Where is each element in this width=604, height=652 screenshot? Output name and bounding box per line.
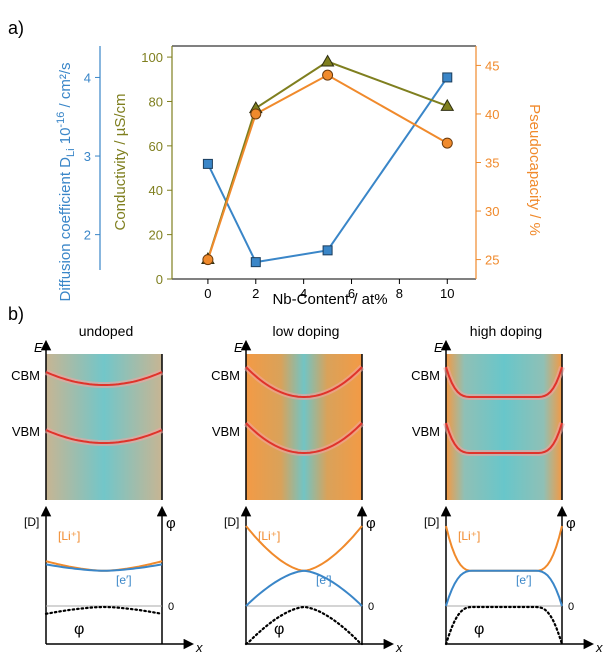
column-title: undoped — [79, 323, 134, 339]
electron-concentration-curve — [445, 569, 563, 607]
zero-label: 0 — [568, 601, 574, 613]
column-title: high doping — [470, 323, 542, 339]
potential-curve — [44, 605, 164, 615]
x-tick-label: 6 — [348, 286, 355, 301]
concentration-label: [D] — [224, 515, 239, 529]
li-concentration-curve — [45, 560, 163, 572]
conductivity-tick-label: 80 — [149, 94, 163, 109]
diffusion-axis-label: Diffusion coefficient DLi 10-16 / cm²/s — [55, 62, 77, 301]
pseudocapacity-tick-label: 35 — [485, 156, 499, 171]
x-axis-label: Nb-Content / at% — [272, 291, 387, 308]
electron-label: [e′] — [116, 573, 132, 587]
diffusion-data-point — [442, 72, 453, 83]
pseudocapacity-axis-label: Pseudocapacity / % — [526, 104, 543, 236]
conductivity-tick-label: 40 — [149, 183, 163, 198]
potential-curve-label: φ — [74, 621, 84, 638]
concentration-label: [D] — [424, 515, 439, 529]
potential-curve-label: φ — [474, 621, 484, 638]
pseudocapacity-series-line — [206, 73, 448, 260]
cbm-label: CBM — [11, 368, 40, 383]
x-tick-label: 2 — [252, 286, 259, 301]
diffusion-data-point — [322, 245, 333, 256]
panel-b-column-3: high doping E CBM VBM [D] φ 0 x [Li⁺] [e′] φ — [411, 323, 603, 652]
electron-concentration-curve — [45, 563, 163, 572]
energy-label: E — [34, 340, 43, 355]
vbm-label: VBM — [412, 424, 440, 439]
chart-markers — [201, 54, 455, 268]
panel-a-label: a) — [8, 18, 24, 38]
vbm-label: VBM — [212, 424, 240, 439]
li-label: [Li⁺] — [458, 529, 480, 543]
electron-label: [e′] — [516, 573, 532, 587]
x-tick-label: 4 — [300, 286, 307, 301]
pseudocapacity-data-point — [250, 108, 262, 120]
panel-b-label: b) — [8, 304, 24, 324]
panel-b-column-1: undoped E CBM VBM [D] φ 0 x [Li⁺] [e′] φ — [11, 323, 203, 652]
x-tick-label: 0 — [204, 286, 211, 301]
vbm-label: VBM — [12, 424, 40, 439]
diffusion-tick-label: 3 — [84, 149, 91, 164]
conductivity-tick-label: 60 — [149, 139, 163, 154]
energy-label: E — [434, 340, 443, 355]
conductivity-tick-label: 0 — [156, 272, 163, 287]
electron-label: [e′] — [316, 573, 332, 587]
pseudocapacity-tick-label: 25 — [485, 253, 499, 268]
band-background — [446, 354, 562, 500]
li-label: [Li⁺] — [58, 529, 80, 543]
conductivity-tick-label: 20 — [149, 228, 163, 243]
cbm-label: CBM — [411, 368, 440, 383]
potential-label: φ — [366, 515, 376, 532]
position-label: x — [395, 640, 403, 652]
cbm-band-curve — [45, 371, 163, 386]
diffusion-tick-label: 2 — [84, 228, 91, 243]
vbm-band-curve — [245, 422, 363, 455]
position-label: x — [595, 640, 603, 652]
electron-concentration-curve — [245, 569, 363, 607]
conductivity-series-line — [206, 60, 448, 260]
conductivity-data-point — [320, 54, 335, 67]
pseudocapacity-tick-label: 45 — [485, 58, 499, 73]
panel-b-column-2: low doping E CBM VBM [D] φ 0 x [Li⁺] [e′] φ — [211, 323, 403, 652]
diffusion-series-line — [207, 76, 449, 264]
pseudocapacity-data-point — [441, 137, 453, 149]
chart-series — [206, 60, 449, 264]
potential-curve — [444, 605, 564, 646]
energy-label: E — [234, 340, 243, 355]
cbm-band-curve — [245, 366, 363, 399]
diffusion-data-point — [250, 257, 261, 268]
position-label: x — [195, 640, 203, 652]
vbm-band-curve — [45, 429, 163, 444]
zero-label: 0 — [368, 601, 374, 613]
potential-curve-label: φ — [274, 621, 284, 638]
potential-label: φ — [566, 515, 576, 532]
pseudocapacity-tick-label: 30 — [485, 204, 499, 219]
concentration-label: [D] — [24, 515, 39, 529]
conductivity-axis-label: Conductivity / µS/cm — [112, 93, 129, 230]
conductivity-tick-label: 100 — [141, 50, 163, 65]
potential-label: φ — [166, 515, 176, 532]
pseudocapacity-data-point — [202, 254, 214, 266]
li-label: [Li⁺] — [258, 529, 280, 543]
band-background — [246, 354, 362, 500]
diffusion-tick-label: 4 — [84, 70, 91, 85]
conductivity-data-point — [440, 98, 455, 111]
potential-curve — [244, 605, 364, 646]
pseudocapacity-tick-label: 40 — [485, 107, 499, 122]
diffusion-data-point — [202, 158, 213, 169]
zero-label: 0 — [168, 601, 174, 613]
cbm-label: CBM — [211, 368, 240, 383]
vbm-band-curve — [445, 422, 563, 454]
column-title: low doping — [273, 323, 340, 339]
pseudocapacity-data-point — [322, 69, 334, 81]
x-tick-label: 10 — [440, 286, 454, 301]
x-tick-label: 8 — [396, 286, 403, 301]
cbm-band-curve — [445, 366, 563, 398]
